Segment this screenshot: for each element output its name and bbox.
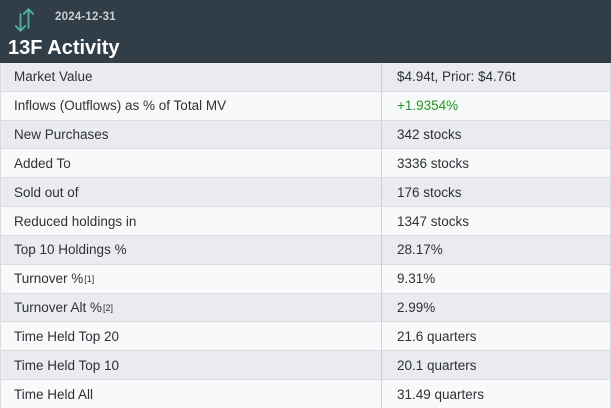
table-row: Market Value $4.94t, Prior: $4.76t bbox=[1, 63, 610, 91]
table-row: Turnover Alt % [2] 2.99% bbox=[1, 292, 610, 322]
row-label: Time Held Top 20 bbox=[14, 328, 120, 344]
table-row: Inflows (Outflows) as % of Total MV +1.9… bbox=[1, 90, 610, 120]
table-row: Time Held Top 20 21.6 quarters bbox=[1, 321, 610, 351]
swap-vertical-icon bbox=[14, 8, 35, 32]
row-value: $4.94t, Prior: $4.76t bbox=[381, 63, 610, 91]
row-label: Time Held All bbox=[14, 386, 94, 402]
page-title: 13F Activity bbox=[8, 37, 120, 59]
row-label: Time Held Top 10 bbox=[14, 357, 120, 373]
row-value: 2.99% bbox=[381, 293, 610, 322]
row-label: New Purchases bbox=[14, 127, 109, 143]
row-label: Sold out of bbox=[14, 184, 79, 200]
row-label: Added To bbox=[14, 155, 71, 171]
table-row: Top 10 Holdings % 28.17% bbox=[1, 234, 610, 264]
row-label: Inflows (Outflows) as % of Total MV bbox=[14, 98, 227, 114]
row-label: Turnover Alt % [2] bbox=[14, 300, 114, 316]
row-value: 31.49 quarters bbox=[381, 380, 610, 408]
row-value: 342 stocks bbox=[381, 120, 610, 149]
table-row: Turnover % [1] 9.31% bbox=[1, 263, 610, 293]
row-value: 3336 stocks bbox=[381, 149, 610, 178]
table-row: Reduced holdings in 1347 stocks bbox=[1, 206, 610, 235]
table-row: Sold out of 176 stocks bbox=[1, 177, 610, 207]
row-value: 21.6 quarters bbox=[381, 322, 610, 351]
table-row: New Purchases 342 stocks bbox=[1, 119, 610, 149]
report-date: 2024-12-31 bbox=[55, 11, 116, 23]
table-row: Added To 3336 stocks bbox=[1, 148, 610, 178]
widget-header: 2024-12-31 13F Activity bbox=[0, 0, 611, 63]
table-row: Time Held All 31.49 quarters bbox=[1, 379, 610, 408]
row-value: 9.31% bbox=[381, 264, 610, 293]
row-value: +1.9354% bbox=[381, 91, 610, 120]
row-label: Reduced holdings in bbox=[14, 213, 137, 229]
row-label: Top 10 Holdings % bbox=[14, 242, 127, 258]
table-row: Time Held Top 10 20.1 quarters bbox=[1, 350, 610, 380]
row-value: 28.17% bbox=[381, 235, 610, 264]
activity-table-body: Market Value $4.94t, Prior: $4.76t Inflo… bbox=[0, 63, 611, 408]
row-value: 1347 stocks bbox=[381, 207, 610, 235]
row-label: Market Value bbox=[14, 69, 93, 85]
row-value: 20.1 quarters bbox=[381, 351, 610, 380]
row-label: Turnover % [1] bbox=[14, 271, 95, 287]
row-value: 176 stocks bbox=[381, 178, 610, 207]
